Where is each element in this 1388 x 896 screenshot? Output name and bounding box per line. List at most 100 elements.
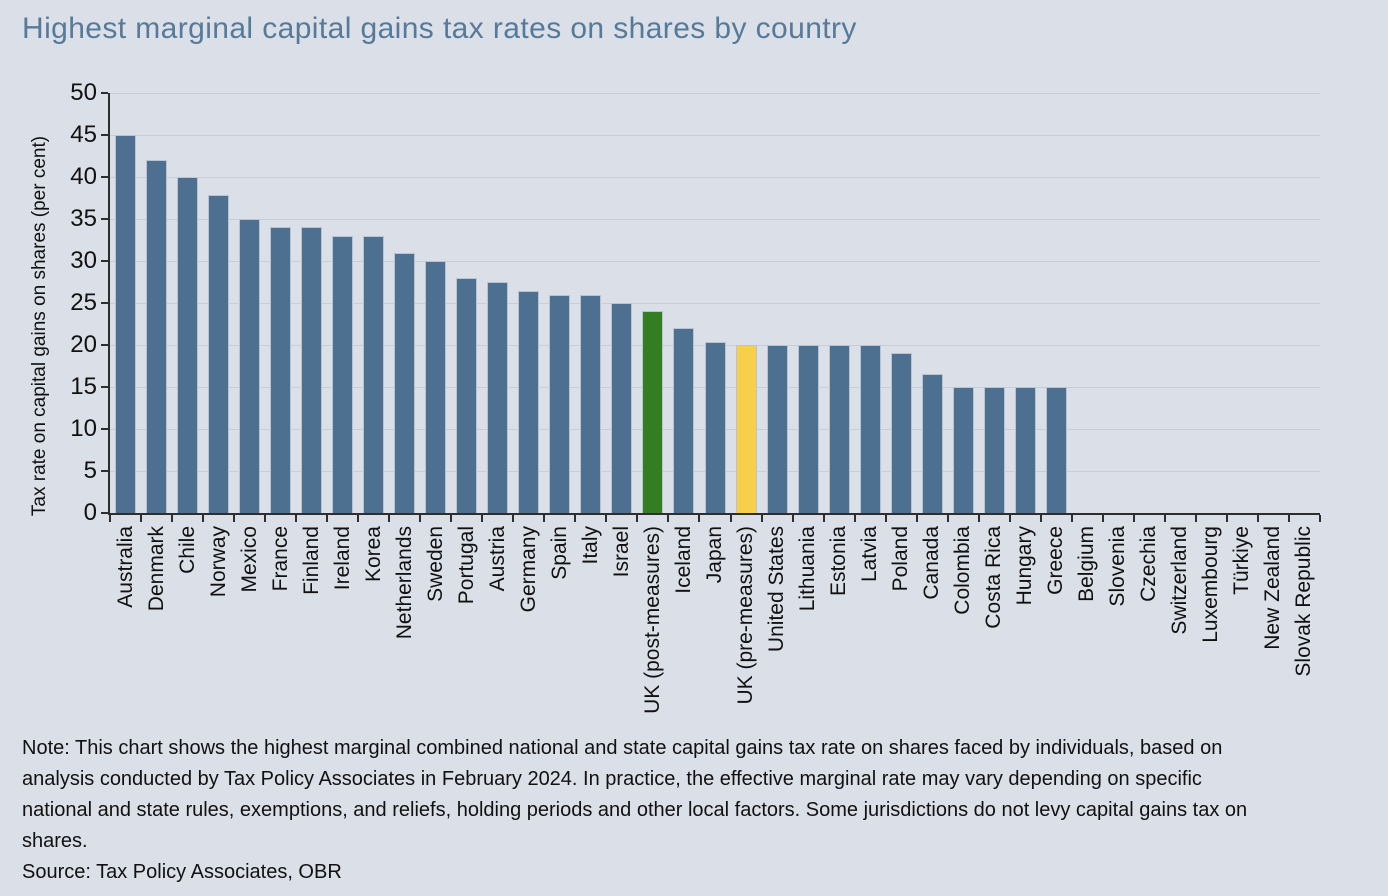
x-axis-label-text: Australia <box>113 526 137 608</box>
note-text: Note: This chart shows the highest margi… <box>22 737 1248 852</box>
x-tick <box>388 515 391 522</box>
x-axis-label-text: Poland <box>889 526 913 592</box>
x-tick <box>1225 515 1228 522</box>
x-axis-label-text: Lithuania <box>796 526 820 612</box>
gridline-30 <box>110 261 1320 262</box>
x-axis-label-text: Czechia <box>1137 526 1161 602</box>
x-tick <box>791 515 794 522</box>
x-tick <box>636 515 639 522</box>
x-tick <box>419 515 422 522</box>
x-tick <box>140 515 143 522</box>
bar-israel <box>611 303 633 513</box>
chart-title: Highest marginal capital gains tax rates… <box>22 12 857 45</box>
x-tick <box>264 515 267 522</box>
x-tick <box>915 515 918 522</box>
x-axis-label-text: Mexico <box>237 526 261 593</box>
gridline-40 <box>110 177 1320 178</box>
x-axis-label-text: Chile <box>175 526 199 574</box>
gridline-45 <box>110 135 1320 136</box>
x-axis-label-text: Switzerland <box>1168 526 1192 635</box>
y-tick-label-35: 35 <box>70 205 97 232</box>
bar-chile <box>177 177 199 513</box>
x-tick <box>233 515 236 522</box>
x-axis-label-text: Japan <box>703 526 726 584</box>
bar-france <box>270 227 292 513</box>
x-tick <box>729 515 732 522</box>
x-tick <box>605 515 608 522</box>
plot-area <box>110 93 1320 513</box>
x-tick <box>171 515 174 522</box>
x-tick <box>977 515 980 522</box>
x-axis-label-text: Slovenia <box>1106 526 1130 607</box>
bar-estonia <box>828 345 850 513</box>
bar-uk-post-measures <box>642 311 664 513</box>
x-axis-label-text: Iceland <box>671 526 695 594</box>
x-tick <box>1319 515 1321 522</box>
y-tick-label-40: 40 <box>70 163 97 190</box>
x-axis-label-text: Hungary <box>1013 526 1037 606</box>
bar-japan <box>704 342 726 513</box>
x-axis-label-text: Colombia <box>951 526 975 615</box>
x-axis-label-text: Estonia <box>827 526 851 597</box>
x-tick <box>1256 515 1259 522</box>
y-tick-15 <box>101 386 108 388</box>
x-tick <box>760 515 763 522</box>
bar-norway <box>208 195 230 513</box>
bar-uk-pre-measures <box>735 345 757 513</box>
x-tick <box>512 515 515 522</box>
x-axis-label-text: Ireland <box>330 526 354 591</box>
x-tick <box>884 515 887 522</box>
bar-denmark <box>146 160 168 513</box>
x-axis-label-text: Greece <box>1044 526 1068 595</box>
x-axis-label-text: Costa Rica <box>982 526 1006 629</box>
y-tick-label-25: 25 <box>70 289 97 316</box>
x-tick <box>946 515 949 522</box>
y-tick-label-5: 5 <box>83 457 97 484</box>
x-axis-label-text: Israel <box>609 526 633 578</box>
bar-australia <box>115 135 136 513</box>
x-tick <box>667 515 670 522</box>
x-axis-label-text: Denmark <box>144 526 168 612</box>
x-axis-label-text: Türkiye <box>1230 526 1254 595</box>
x-tick <box>1163 515 1166 522</box>
x-axis-label-text: Latvia <box>858 526 882 583</box>
x-axis-label-text: Italy <box>578 526 602 565</box>
x-tick <box>481 515 484 522</box>
bar-finland <box>301 227 323 513</box>
y-tick-label-20: 20 <box>70 331 97 358</box>
bar-portugal <box>456 277 478 513</box>
bar-canada <box>921 374 943 513</box>
x-tick <box>574 515 577 522</box>
gridline-35 <box>110 219 1320 220</box>
x-axis-label-text: France <box>268 526 292 592</box>
x-axis-label-text: UK (pre-measures) <box>734 526 758 705</box>
x-tick <box>202 515 205 522</box>
y-tick-label-30: 30 <box>70 247 97 274</box>
bar-hungary <box>1014 387 1036 513</box>
x-tick <box>1194 515 1197 522</box>
bar-spain <box>549 294 571 513</box>
x-axis-label-text: Finland <box>299 526 323 595</box>
bar-austria <box>487 282 509 513</box>
gridline-50 <box>110 93 1320 94</box>
x-axis-label-text: UK (post-measures) <box>640 526 664 714</box>
x-axis-label-text: Austria <box>485 526 509 592</box>
x-tick <box>357 515 360 522</box>
bar-poland <box>890 353 912 513</box>
bar-iceland <box>673 328 695 513</box>
x-tick <box>1101 515 1104 522</box>
y-tick-label-45: 45 <box>70 121 97 148</box>
x-axis-label-text: Norway <box>206 526 230 598</box>
x-axis-label-text: Germany <box>516 526 540 613</box>
x-tick <box>698 515 701 522</box>
x-tick <box>1287 515 1290 522</box>
bar-latvia <box>859 345 881 513</box>
x-tick <box>1132 515 1135 522</box>
y-tick-20 <box>101 344 108 346</box>
x-tick <box>822 515 825 522</box>
x-tick <box>853 515 856 522</box>
bar-ireland <box>332 235 354 513</box>
y-tick-30 <box>101 260 108 262</box>
y-tick-5 <box>101 470 108 472</box>
x-axis-label-text: Sweden <box>423 526 447 602</box>
